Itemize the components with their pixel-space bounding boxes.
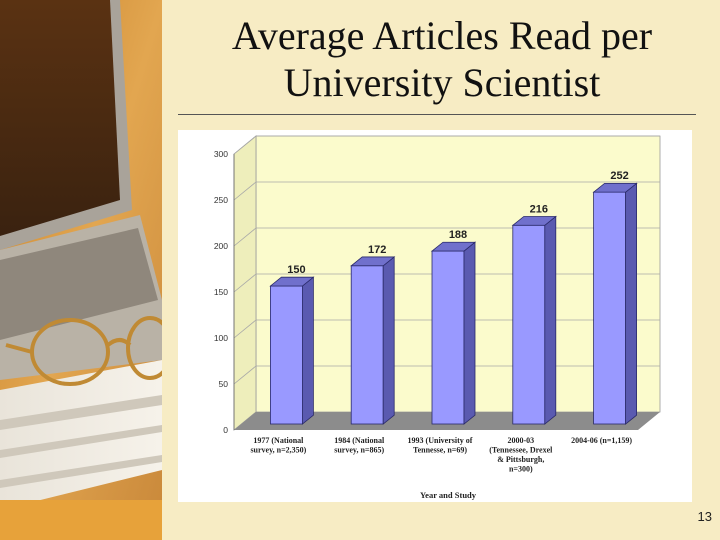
bar-front [270,285,303,425]
bar [350,256,396,425]
bar [430,241,477,425]
y-tick-label: 50 [219,379,229,389]
y-tick-label: 150 [214,287,228,297]
bar-front [350,265,384,425]
data-label: 252 [610,170,628,182]
x-tick-label: 1977 (National survey, n=2,350) [250,436,306,455]
slide-title: Average Articles Read per University Sci… [172,12,712,106]
y-tick-label: 0 [223,425,228,435]
bar-front [593,191,627,425]
x-tick-label: 2004-06 (n=1,159) [571,436,632,445]
y-tick-label: 100 [214,333,228,343]
y-tick-label: 300 [214,149,228,159]
bar-front [512,224,546,425]
bar [511,215,557,425]
bar-side [463,241,476,425]
bar-top [592,182,638,193]
bar-top [511,216,557,226]
bar-chart: 0 50 100 150 200 250 300 150 1977 (National surve… [214,135,661,500]
newspaper [0,360,162,510]
data-label: 150 [287,264,305,276]
title-divider [178,114,696,115]
bar-side [382,256,395,425]
x-tick-label: 1984 (National survey, n=865) [334,436,385,455]
bar-top [350,256,396,267]
gridline-side [233,273,257,293]
bar-top [269,276,315,287]
glasses-icon [5,316,162,386]
x-tick-label: 1993 (University of Tennesse, n=69) [408,436,473,455]
gridline-side [233,365,257,385]
y-tick-label: 200 [214,241,228,251]
page-number: 13 [697,509,712,524]
slide-title-line-1: Average Articles Read per [231,13,653,58]
y-tick-label: 250 [214,195,228,205]
gridline-side [233,181,257,201]
bar-side [302,276,314,425]
chart-panel: 0 50 100 150 200 250 300 150 1977 (National surve… [178,130,692,502]
slide-title-line-2: University Scientist [283,60,601,105]
bar [592,182,638,425]
gridline-side [233,319,257,339]
x-axis-title: Year and Study [420,490,477,500]
bar-side [625,182,638,425]
gridline-side [233,135,257,155]
bar [269,276,315,425]
bar-front [431,250,465,425]
data-label: 172 [368,244,386,256]
gridline-side [233,227,257,247]
laptop-screen [0,0,132,250]
x-tick-label: 2000-03 (Tennessee, Drexel & Pittsburgh, n=… [489,436,553,474]
desk-photo [0,0,162,540]
data-label: 188 [449,229,467,241]
data-label: 216 [530,203,548,215]
bar-side [544,215,557,425]
bar-top [430,241,477,252]
